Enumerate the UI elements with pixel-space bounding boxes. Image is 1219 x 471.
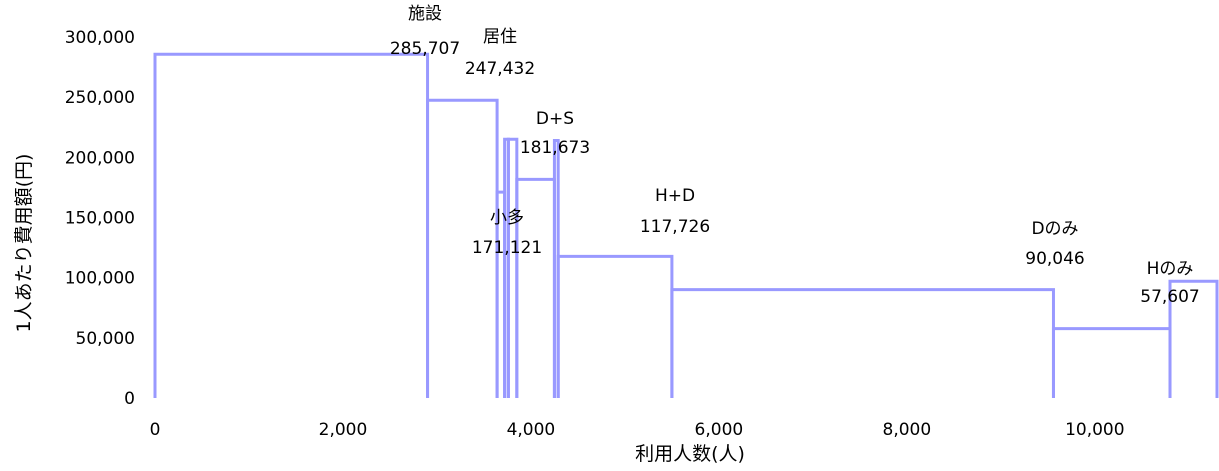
x-axis-title: 利用人数(人): [635, 443, 745, 465]
annotation-value: 90,046: [1025, 249, 1084, 269]
y-axis-ticks: 0 50,000 100,000 150,000 200,000 250,000 300,0…: [65, 28, 135, 409]
step-segment: [153, 52, 430, 398]
y-tick-label: 200,000: [65, 148, 135, 168]
x-tick-label: 8,000: [883, 420, 932, 440]
y-tick-label: 150,000: [65, 209, 135, 229]
annotation-name: 施設: [408, 4, 442, 24]
annotation: 居住 247,432: [465, 27, 535, 79]
x-tick-label: 6,000: [695, 420, 744, 440]
annotation: 小多 171,121: [472, 208, 542, 258]
annotation-name: D+S: [536, 109, 574, 129]
annotation: H+D 117,726: [640, 186, 710, 237]
annotation: 施設 285,707: [390, 4, 460, 59]
annotation: Hのみ 57,607: [1140, 259, 1199, 307]
step-segment: [1051, 327, 1172, 398]
annotation-value: 247,432: [465, 59, 535, 79]
step-segment: [556, 254, 674, 398]
annotation-value: 57,607: [1140, 287, 1199, 307]
annotation-value: 285,707: [390, 39, 460, 59]
annotation-value: 181,673: [520, 138, 590, 158]
annotation-value: 117,726: [640, 217, 710, 237]
step-segment: [670, 288, 1055, 398]
annotation: D+S 181,673: [520, 109, 590, 158]
x-tick-label: 0: [150, 420, 161, 440]
annotation-name: Hのみ: [1147, 259, 1194, 279]
x-tick-label: 10,000: [1065, 420, 1124, 440]
annotation-name: Dのみ: [1031, 219, 1078, 239]
annotation-name: 居住: [483, 27, 517, 47]
y-tick-label: 300,000: [65, 28, 135, 48]
x-axis-ticks: 0 2,000 4,000 6,000 8,000 10,000: [150, 420, 1125, 440]
y-tick-label: 250,000: [65, 88, 135, 108]
annotation-name: H+D: [655, 186, 695, 206]
annotation-value: 171,121: [472, 238, 542, 258]
annotation: Dのみ 90,046: [1025, 219, 1084, 269]
y-tick-label: 100,000: [65, 269, 135, 289]
annotation-name: 小多: [490, 208, 524, 228]
annotations: 施設 285,707 居住 247,432 D+S 181,673 小多 171,121 H+D…: [390, 4, 1200, 307]
x-tick-label: 4,000: [507, 420, 556, 440]
series-step-line: [153, 52, 1219, 398]
y-tick-label: 0: [124, 389, 135, 409]
y-tick-label: 50,000: [76, 329, 135, 349]
y-axis-title: 1人あたり費用額(円): [13, 154, 35, 333]
step-segment: [1168, 279, 1219, 398]
x-tick-label: 2,000: [319, 420, 368, 440]
